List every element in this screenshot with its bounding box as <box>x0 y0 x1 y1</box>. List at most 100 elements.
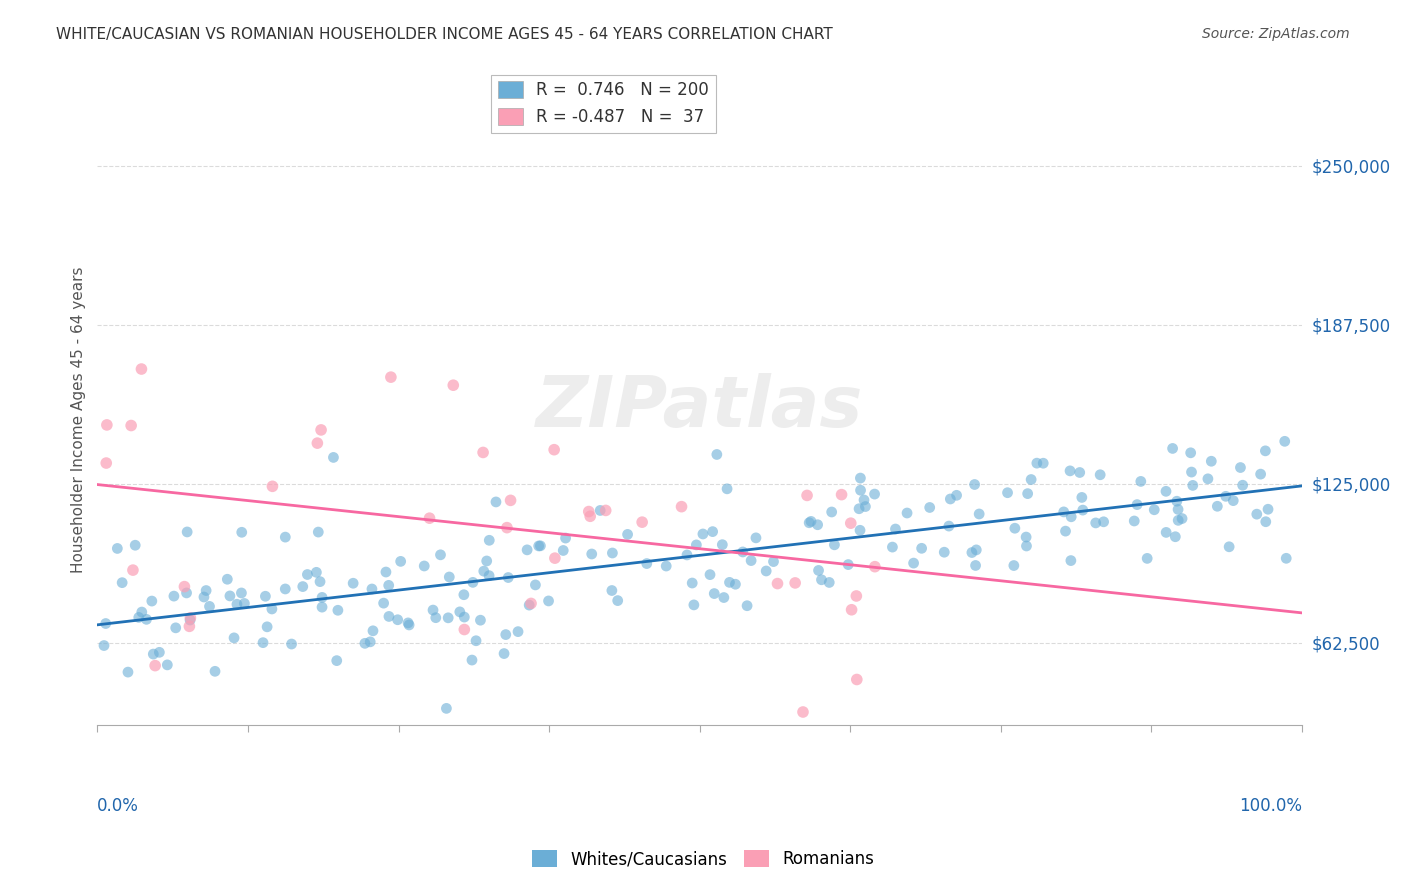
Point <box>845 589 868 603</box>
Point <box>884 522 907 536</box>
Point <box>441 378 464 392</box>
Point <box>800 515 823 529</box>
Point <box>517 598 540 612</box>
Point <box>938 519 960 533</box>
Point <box>845 673 868 687</box>
Point <box>311 591 333 605</box>
Point <box>692 527 714 541</box>
Point <box>841 603 863 617</box>
Point <box>122 563 145 577</box>
Point <box>520 596 543 610</box>
Point <box>143 658 166 673</box>
Point <box>837 558 859 572</box>
Point <box>1171 511 1194 525</box>
Point <box>529 539 551 553</box>
Point <box>799 516 821 530</box>
Point <box>1017 486 1039 500</box>
Point <box>378 609 401 624</box>
Point <box>254 589 277 603</box>
Point <box>939 491 962 506</box>
Point <box>849 471 872 485</box>
Point <box>516 542 538 557</box>
Point <box>703 586 725 600</box>
Point <box>429 548 451 562</box>
Point <box>602 546 624 560</box>
Point <box>475 554 498 568</box>
Point <box>1166 494 1188 508</box>
Point <box>1019 473 1042 487</box>
Point <box>683 598 706 612</box>
Point <box>198 599 221 614</box>
Point <box>740 553 762 567</box>
Point <box>745 531 768 545</box>
Point <box>361 624 384 638</box>
Point <box>1257 502 1279 516</box>
Point <box>945 488 967 502</box>
Point <box>967 507 990 521</box>
Point <box>997 485 1019 500</box>
Point <box>117 665 139 679</box>
Point <box>1088 467 1111 482</box>
Point <box>478 533 501 548</box>
Point <box>495 627 517 641</box>
Text: WHITE/CAUCASIAN VS ROMANIAN HOUSEHOLDER INCOME AGES 45 - 64 YEARS CORRELATION CH: WHITE/CAUCASIAN VS ROMANIAN HOUSEHOLDER … <box>56 27 832 42</box>
Point <box>1215 489 1237 503</box>
Point <box>496 521 519 535</box>
Point <box>903 556 925 570</box>
Point <box>396 615 419 630</box>
Point <box>361 582 384 596</box>
Point <box>226 597 249 611</box>
Point <box>807 563 830 577</box>
Point <box>163 589 186 603</box>
Point <box>233 597 256 611</box>
Point <box>179 611 201 625</box>
Point <box>222 631 245 645</box>
Point <box>422 603 444 617</box>
Point <box>1206 500 1229 514</box>
Point <box>141 594 163 608</box>
Point <box>600 583 623 598</box>
Legend: R =  0.746   N = 200, R = -0.487   N =  37: R = 0.746 N = 200, R = -0.487 N = 37 <box>491 75 716 133</box>
Point <box>1201 454 1223 468</box>
Point <box>195 583 218 598</box>
Point <box>142 647 165 661</box>
Point <box>731 545 754 559</box>
Point <box>499 493 522 508</box>
Point <box>713 591 735 605</box>
Point <box>735 599 758 613</box>
Point <box>636 557 658 571</box>
Point <box>274 530 297 544</box>
Point <box>882 540 904 554</box>
Point <box>543 442 565 457</box>
Point <box>1060 509 1083 524</box>
Point <box>676 548 699 562</box>
Point <box>963 477 986 491</box>
Point <box>1002 558 1025 573</box>
Point <box>1229 460 1251 475</box>
Point <box>896 506 918 520</box>
Point <box>724 577 747 591</box>
Point <box>1275 551 1298 566</box>
Point <box>453 610 475 624</box>
Point <box>853 493 876 508</box>
Point <box>105 541 128 556</box>
Point <box>711 538 734 552</box>
Point <box>681 576 703 591</box>
Point <box>910 541 932 556</box>
Point <box>544 551 567 566</box>
Legend: Whites/Caucasians, Romanians: Whites/Caucasians, Romanians <box>526 843 880 875</box>
Point <box>305 566 328 580</box>
Point <box>478 568 501 582</box>
Point <box>165 621 187 635</box>
Point <box>1164 530 1187 544</box>
Point <box>785 575 807 590</box>
Point <box>855 500 877 514</box>
Point <box>1126 498 1149 512</box>
Point <box>1136 551 1159 566</box>
Point <box>260 602 283 616</box>
Point <box>309 574 332 589</box>
Point <box>578 504 600 518</box>
Point <box>792 705 814 719</box>
Point <box>960 545 983 559</box>
Point <box>231 525 253 540</box>
